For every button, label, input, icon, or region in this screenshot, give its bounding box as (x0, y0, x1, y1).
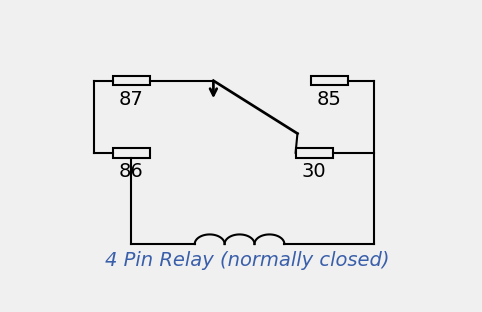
Text: 87: 87 (119, 90, 144, 109)
Text: 4 Pin Relay (normally closed): 4 Pin Relay (normally closed) (105, 251, 389, 271)
Bar (112, 148, 150, 158)
Bar (295, 148, 333, 158)
Bar (310, 76, 348, 85)
Text: 86: 86 (119, 162, 144, 181)
Text: 85: 85 (317, 90, 342, 109)
Text: 30: 30 (302, 162, 327, 181)
Bar (112, 76, 150, 85)
